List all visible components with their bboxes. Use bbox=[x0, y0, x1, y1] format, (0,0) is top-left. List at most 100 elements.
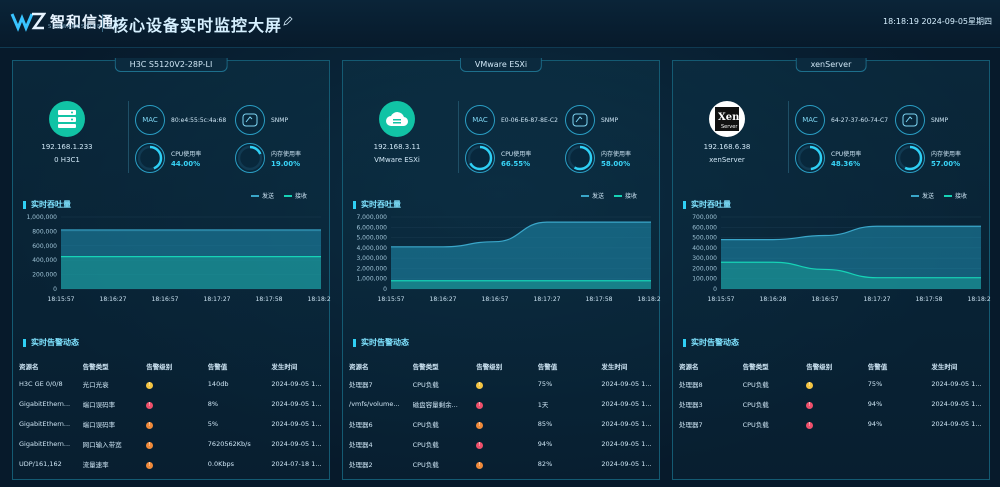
edit-icon[interactable] bbox=[283, 16, 293, 26]
alarm-type-cell: 网口输入带宽 bbox=[82, 441, 122, 449]
table-row[interactable]: GigabitEthern... 端口误码率 ! 5% 2024-09-05 1… bbox=[13, 414, 331, 434]
mac-metric: MAC 64-27-37-60-74-C7 bbox=[795, 105, 888, 135]
cpu-metric: CPU使用率 44.00% bbox=[135, 143, 201, 173]
resource-cell: 处理器7 bbox=[349, 381, 373, 389]
resource-cell: 处理器6 bbox=[349, 421, 373, 429]
mac-metric: MAC E0-06-E6-87-8E-C2 bbox=[465, 105, 558, 135]
alarm-type-cell: CPU负载 bbox=[742, 401, 769, 409]
x-tick-label: 18:18:27 bbox=[968, 296, 991, 303]
clock-date: 2024-09-05 bbox=[921, 17, 969, 26]
legend-send: 发送 bbox=[910, 191, 934, 200]
x-tick-label: 18:16:57 bbox=[482, 296, 509, 303]
alarm-type-cell: CPU负载 bbox=[412, 421, 439, 429]
x-tick-label: 18:15:57 bbox=[48, 296, 75, 303]
column-header: 告警类型 bbox=[412, 363, 439, 371]
x-tick-label: 18:18:27 bbox=[308, 296, 331, 303]
column-header: 发生时间 bbox=[271, 363, 298, 371]
column-header: 资源名 bbox=[349, 363, 369, 371]
table-row[interactable]: /vmfs/volume... 磁盘容量剩余... ! 1天 2024-09-0… bbox=[343, 394, 661, 414]
cpu-value: 66.55% bbox=[501, 159, 531, 168]
table-row[interactable]: 处理器6 CPU负载 ! 85% 2024-09-05 1... bbox=[343, 414, 661, 434]
resource-cell: /vmfs/volume... bbox=[349, 400, 400, 408]
chart-legend: 发送 接收 bbox=[250, 191, 307, 200]
resource-cell: 处理器4 bbox=[349, 441, 373, 449]
panel-tab[interactable]: VMware ESXi bbox=[459, 58, 543, 72]
y-tick-label: 0 bbox=[53, 286, 57, 293]
level-major-icon: ! bbox=[146, 461, 154, 469]
table-row[interactable]: H3C GE 0/0/8 光口光衰 ! 140db 2024-09-05 1..… bbox=[13, 374, 331, 394]
cpu-gauge bbox=[465, 143, 495, 173]
panel-tab[interactable]: H3C S5120V2-28P-LI bbox=[114, 58, 228, 72]
table-row[interactable]: 处理器7 CPU负载 ! 94% 2024-09-05 1... bbox=[673, 414, 991, 434]
device-name: xenServer bbox=[709, 156, 745, 164]
table-row[interactable]: 处理器3 CPU负载 ! 94% 2024-09-05 1... bbox=[673, 394, 991, 414]
alarm-type-cell: CPU负载 bbox=[412, 441, 439, 449]
series-area-发送 bbox=[721, 226, 981, 289]
alarm-value-cell: 75% bbox=[867, 380, 883, 388]
table-row[interactable]: UDP/161,162 流量速率 ! 0.0Kbps 2024-07-18 1.… bbox=[13, 454, 331, 474]
alarm-title: 实时告警动态 bbox=[683, 337, 739, 348]
alarm-level-cell: ! bbox=[806, 380, 868, 389]
table-row[interactable]: 处理器8 CPU负载 ! 75% 2024-09-05 1... bbox=[673, 374, 991, 394]
table-header: 资源名 告警类型 告警级别 告警值 发生时间 bbox=[13, 358, 331, 374]
divider bbox=[458, 101, 459, 173]
level-major-icon: ! bbox=[146, 441, 154, 449]
alarm-type-cell: CPU负载 bbox=[742, 381, 769, 389]
series-line-发送 bbox=[721, 225, 981, 241]
table-row[interactable]: GigabitEthern... 端口误码率 ! 8% 2024-09-05 1… bbox=[13, 394, 331, 414]
memory-label: 内存使用率 bbox=[601, 150, 632, 158]
device-ip: 192.168.3.11 bbox=[373, 143, 421, 151]
alarm-level-cell: ! bbox=[476, 440, 538, 449]
memory-label: 内存使用率 bbox=[931, 150, 962, 158]
alarm-value-cell: 75% bbox=[537, 380, 553, 388]
level-critical-icon: ! bbox=[476, 401, 484, 409]
chart-legend: 发送 接收 bbox=[910, 191, 967, 200]
cpu-label: CPU使用率 bbox=[171, 150, 202, 158]
memory-metric: 内存使用率 58.00% bbox=[565, 143, 631, 173]
alarm-value-cell: 85% bbox=[537, 420, 553, 428]
alarm-time-cell: 2024-07-18 1... bbox=[271, 460, 322, 468]
chart-legend: 发送 接收 bbox=[580, 191, 637, 200]
alarm-level-cell: ! bbox=[476, 400, 538, 409]
table-row[interactable]: GigabitEthern... 网口输入带宽 ! 7620562Kb/s 20… bbox=[13, 434, 331, 454]
mac-value: E0-06-E6-87-8E-C2 bbox=[501, 116, 558, 124]
resource-cell: H3C GE 0/0/8 bbox=[19, 380, 63, 388]
table-row[interactable]: 处理器2 CPU负载 ! 82% 2024-09-05 1... bbox=[343, 454, 661, 474]
y-tick-label: 400,000 bbox=[32, 257, 57, 264]
logo-subtext: SUNWARDSHINE.COM bbox=[48, 24, 119, 30]
x-tick-label: 18:17:58 bbox=[256, 296, 283, 303]
alarm-value-cell: 8% bbox=[207, 400, 219, 408]
snmp-label: SNMP bbox=[931, 116, 949, 124]
chart-svg: 0 1,000,000 2,000,000 3,000,000 4,000,000 5,0… bbox=[356, 214, 661, 303]
alarm-table: 资源名 告警类型 告警级别 告警值 发生时间 处理器7 CPU负载 ! 75% 2024… bbox=[343, 358, 661, 474]
clock-weekday: 星期四 bbox=[968, 17, 992, 26]
level-critical-icon: ! bbox=[806, 401, 814, 409]
chart-svg: 0 100,000 200,000 300,000 400,000 500,000 600,… bbox=[692, 214, 991, 303]
alarm-table: 资源名 告警类型 告警级别 告警值 发生时间 处理器8 CPU负载 ! 75% 2024… bbox=[673, 358, 991, 434]
table-row[interactable]: 处理器4 CPU负载 ! 94% 2024-09-05 1... bbox=[343, 434, 661, 454]
level-warning-icon: ! bbox=[146, 381, 154, 389]
memory-metric: 内存使用率 57.00% bbox=[895, 143, 961, 173]
memory-gauge bbox=[895, 143, 925, 173]
alarm-level-cell: ! bbox=[146, 400, 208, 409]
alarm-level-cell: ! bbox=[476, 420, 538, 429]
alarm-value-cell: 5% bbox=[207, 420, 219, 428]
resource-cell: GigabitEthern... bbox=[19, 440, 71, 448]
y-tick-label: 3,000,000 bbox=[356, 255, 387, 262]
alarm-type-cell: CPU负载 bbox=[412, 461, 439, 469]
device-name: VMware ESXi bbox=[374, 156, 420, 164]
snmp-icon bbox=[895, 105, 925, 135]
y-tick-label: 600,000 bbox=[32, 243, 57, 250]
alarm-time-cell: 2024-09-05 1... bbox=[601, 440, 652, 448]
alarm-title: 实时告警动态 bbox=[23, 337, 79, 348]
table-row[interactable]: 处理器7 CPU负载 ! 75% 2024-09-05 1... bbox=[343, 374, 661, 394]
column-header: 告警级别 bbox=[146, 363, 173, 371]
panel-tab[interactable]: xenServer bbox=[795, 58, 867, 72]
series-line-发送 bbox=[391, 221, 651, 248]
throughput-chart: 0 200,000 400,000 600,000 800,000 1,000,000 18… bbox=[13, 207, 331, 307]
xen-logo-icon: Xen Server bbox=[709, 101, 745, 137]
alarm-level-cell: ! bbox=[806, 420, 868, 429]
series-area-接收 bbox=[61, 256, 321, 289]
y-tick-label: 0 bbox=[713, 286, 717, 293]
legend-recv: 接收 bbox=[613, 191, 637, 200]
